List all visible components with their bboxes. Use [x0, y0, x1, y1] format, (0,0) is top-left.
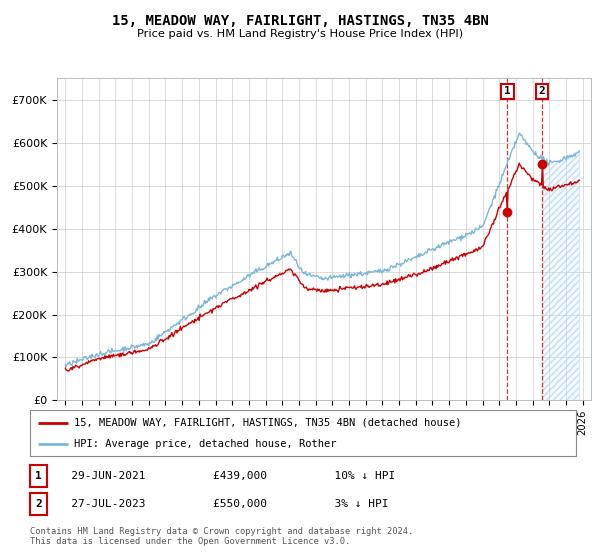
Text: 15, MEADOW WAY, FAIRLIGHT, HASTINGS, TN35 4BN (detached house): 15, MEADOW WAY, FAIRLIGHT, HASTINGS, TN3… — [74, 418, 461, 428]
Text: 2: 2 — [539, 86, 545, 96]
Text: 27-JUL-2023          £550,000          3% ↓ HPI: 27-JUL-2023 £550,000 3% ↓ HPI — [51, 499, 389, 509]
Text: 2: 2 — [35, 499, 42, 509]
Text: 1: 1 — [35, 471, 42, 481]
Text: HPI: Average price, detached house, Rother: HPI: Average price, detached house, Roth… — [74, 439, 336, 449]
Text: Contains HM Land Registry data © Crown copyright and database right 2024.
This d: Contains HM Land Registry data © Crown c… — [30, 526, 413, 546]
Text: 15, MEADOW WAY, FAIRLIGHT, HASTINGS, TN35 4BN: 15, MEADOW WAY, FAIRLIGHT, HASTINGS, TN3… — [112, 14, 488, 28]
Text: 29-JUN-2021          £439,000          10% ↓ HPI: 29-JUN-2021 £439,000 10% ↓ HPI — [51, 471, 395, 481]
Text: 1: 1 — [504, 86, 511, 96]
Text: Price paid vs. HM Land Registry's House Price Index (HPI): Price paid vs. HM Land Registry's House … — [137, 29, 463, 39]
